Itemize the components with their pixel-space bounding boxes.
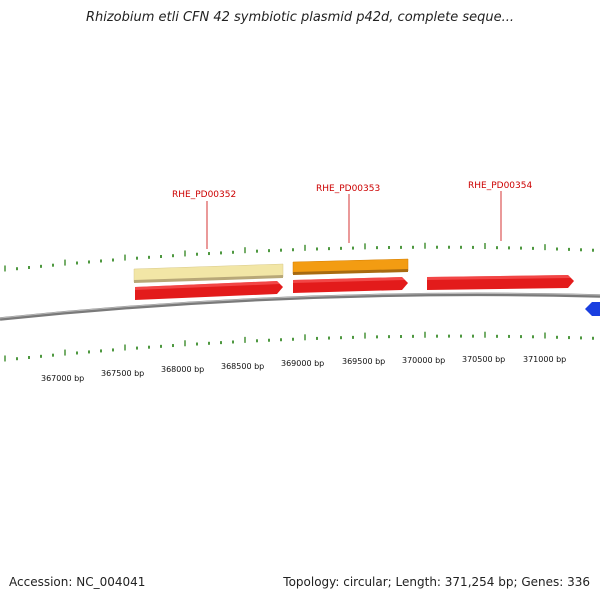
feature-track-upper: [133, 258, 409, 283]
gene-blue[interactable]: [585, 302, 600, 316]
gene-label-RHE_PD00353: RHE_PD00353: [316, 184, 380, 194]
lower-tick-row: [4, 331, 594, 362]
scale-label: 367500 bp: [101, 369, 144, 378]
scale-label: 369000 bp: [281, 359, 324, 368]
scale-label: 370000 bp: [402, 356, 445, 365]
scale-label: 371000 bp: [523, 355, 566, 364]
topology-summary: Topology: circular; Length: 371,254 bp; …: [283, 575, 590, 589]
plasmid-backbone: [0, 292, 600, 321]
map-title: Rhizobium etli CFN 42 symbiotic plasmid …: [85, 10, 515, 25]
gene-label-RHE_PD00352: RHE_PD00352: [172, 190, 236, 200]
accession-text: Accession: NC_004041: [9, 575, 146, 589]
scale-labels: 367000 bp 367500 bp 368000 bp 368500 bp …: [41, 355, 566, 383]
scale-label: 368000 bp: [161, 365, 204, 374]
gene-label-RHE_PD00354: RHE_PD00354: [468, 181, 532, 191]
scale-label: 369500 bp: [342, 357, 385, 366]
scale-label: 370500 bp: [462, 355, 505, 364]
scale-label: 367000 bp: [41, 374, 84, 383]
gene-track: [135, 275, 600, 316]
upper-tick-row: [4, 242, 594, 272]
scale-label: 368500 bp: [221, 362, 264, 371]
